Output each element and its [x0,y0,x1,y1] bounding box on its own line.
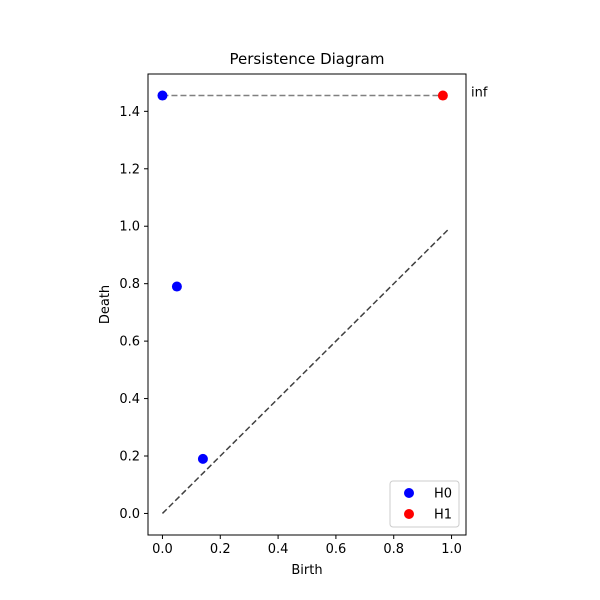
y-tick-label: 0.8 [119,277,140,292]
legend-marker-h1 [404,509,414,519]
y-tick-label: 1.0 [119,220,140,235]
x-tick-label: 0.4 [268,542,289,557]
x-tick-label: 0.6 [326,542,347,557]
y-tick-label: 1.2 [119,162,140,177]
y-tick-label: 0.4 [119,392,140,407]
y-tick-label: 1.4 [119,105,140,120]
y-axis-title: Death [98,285,113,324]
inf-label: inf [471,86,488,101]
point-h0 [157,90,168,101]
point-h0 [197,453,208,464]
x-axis-title: Birth [291,563,322,578]
legend-label-h0: H0 [434,487,452,502]
x-tick-label: 0.8 [383,542,404,557]
chart-title: Persistence Diagram [230,50,385,68]
diagonal-line [161,228,450,514]
y-tick-label: 0.6 [119,335,140,350]
legend-label-h1: H1 [434,508,452,523]
y-tick-label: 0.2 [119,450,140,465]
point-h1 [437,90,448,101]
plot-frame [147,73,467,536]
point-h0 [171,281,182,292]
x-tick-label: 0.2 [210,542,231,557]
x-tick-label: 1.0 [441,542,462,557]
legend-marker-h0 [404,488,414,498]
y-tick-label: 0.0 [119,507,140,522]
legend: H0 H1 [389,480,460,528]
x-tick-label: 0.0 [152,542,173,557]
